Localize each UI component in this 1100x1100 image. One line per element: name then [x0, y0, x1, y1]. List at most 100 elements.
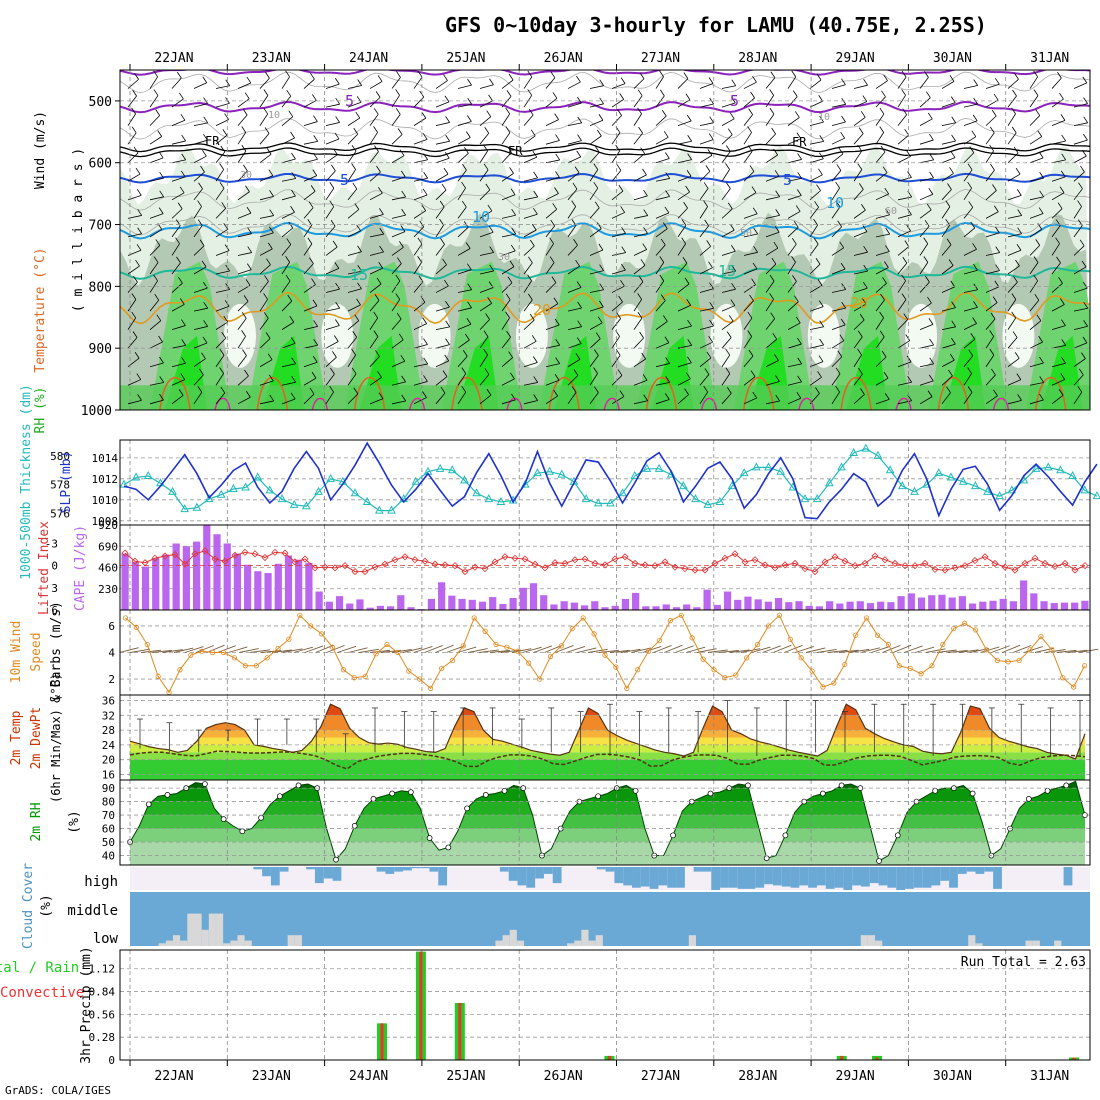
cloud-high-bar	[984, 867, 994, 872]
wind-barb	[127, 95, 137, 108]
cloud-low-bar	[509, 929, 517, 946]
wind-barb	[347, 169, 356, 182]
wind-barb-10m	[271, 649, 292, 653]
wind-barb-flag	[265, 72, 270, 79]
wind-barb	[941, 375, 953, 386]
wind-speed-point	[918, 671, 924, 677]
wind-barb-flag	[311, 278, 316, 285]
wind-speed-point	[308, 623, 314, 629]
wind-barb	[853, 354, 862, 367]
li-point	[861, 559, 869, 568]
thickness-point	[727, 481, 737, 490]
wind-barb	[545, 395, 558, 405]
wind-barb-flag	[880, 145, 886, 153]
wind-barb-flag	[466, 263, 472, 270]
wind-barb	[963, 338, 976, 349]
wind-barb	[523, 213, 538, 219]
li-point	[321, 563, 329, 571]
wind-barb-flag	[263, 89, 269, 96]
temp-band	[130, 737, 1085, 745]
cape-bar	[131, 561, 139, 610]
wind-barb	[787, 211, 801, 219]
wind-barb-flag	[201, 260, 207, 268]
rh2m-point	[632, 787, 639, 794]
wind-barb-flag	[638, 275, 644, 282]
wind-barb-flag	[643, 189, 648, 197]
wind-barb	[215, 392, 226, 405]
wind-barb	[677, 262, 688, 275]
wind-barb	[853, 84, 868, 89]
thickness-point	[411, 476, 421, 485]
wind-barb	[809, 263, 821, 275]
wind-barb	[853, 101, 868, 108]
wind-barb	[523, 76, 533, 89]
cloud-low-bar	[867, 935, 876, 946]
wind-barb	[1073, 103, 1088, 108]
wind-barb	[611, 285, 625, 293]
wind-barb	[149, 157, 164, 164]
cloud-high-bar	[262, 867, 271, 877]
cloud-low-bar	[588, 940, 596, 946]
wind-barb-flag	[467, 78, 472, 86]
wind-barb	[413, 301, 426, 312]
wind-barb-flag	[527, 70, 533, 78]
li-point	[751, 556, 759, 564]
wind-barb	[523, 196, 538, 201]
wind-barb	[413, 177, 428, 182]
wind-barb	[589, 355, 599, 367]
wind-barb-flag	[664, 336, 670, 344]
wind-barb-10m	[370, 649, 390, 653]
wind-barb	[545, 262, 555, 275]
wind-barb	[545, 225, 555, 238]
wind-barb	[875, 132, 885, 145]
wind-barb-flag	[663, 131, 669, 138]
wind-barb	[677, 140, 692, 145]
thickness-point	[849, 447, 859, 456]
wind-barb	[479, 210, 493, 219]
wind-barb	[743, 251, 758, 256]
wind-barb	[721, 188, 731, 201]
wind-barb	[435, 173, 449, 182]
wind-barb	[677, 283, 690, 293]
wind-barb-flag	[619, 390, 625, 397]
thickness-point	[825, 478, 834, 487]
wind-barb	[149, 399, 164, 405]
cloud-high-bar	[543, 867, 553, 874]
wind-barb-flag	[1079, 239, 1085, 247]
thickness-point	[447, 465, 457, 474]
wind-speed-point	[264, 655, 270, 661]
wind-barb-flag	[288, 221, 294, 229]
thickness-point	[192, 502, 202, 511]
wind-barb-flag	[243, 164, 248, 172]
cape-bar	[438, 582, 446, 610]
wind-barb-flag	[1056, 256, 1061, 264]
wind-barb-flag	[901, 293, 907, 300]
wind-barb	[479, 84, 494, 89]
wind-barb-flag	[594, 386, 599, 393]
wind-barb	[479, 116, 491, 126]
li-point	[1031, 554, 1039, 562]
wind-barb-flag	[879, 330, 885, 338]
wind-barb	[721, 354, 731, 367]
wind-barb-flag	[158, 151, 164, 159]
wind-barb-flag	[422, 317, 427, 324]
rh-plume	[831, 261, 912, 410]
wind-speed-point	[994, 657, 1000, 664]
cape-bar	[182, 546, 190, 610]
wind-barb	[413, 226, 424, 238]
wind-barb-flag	[264, 275, 269, 282]
li-point	[611, 555, 619, 563]
wind-barb-flag	[573, 369, 579, 376]
wind-barb-flag	[351, 348, 356, 356]
wind-barb	[347, 101, 362, 108]
wind-barb	[831, 187, 840, 201]
wind-barb-flag	[506, 90, 512, 97]
cloud-high-bar	[508, 867, 518, 881]
wind-barb	[699, 267, 713, 275]
wind-barb-10m	[805, 647, 826, 653]
wind-barb-flag	[133, 146, 139, 154]
wind-barb-flag	[1059, 92, 1064, 100]
wind-barb	[457, 339, 470, 349]
wind-barb	[171, 225, 181, 238]
wind-barb-flag	[643, 394, 648, 401]
